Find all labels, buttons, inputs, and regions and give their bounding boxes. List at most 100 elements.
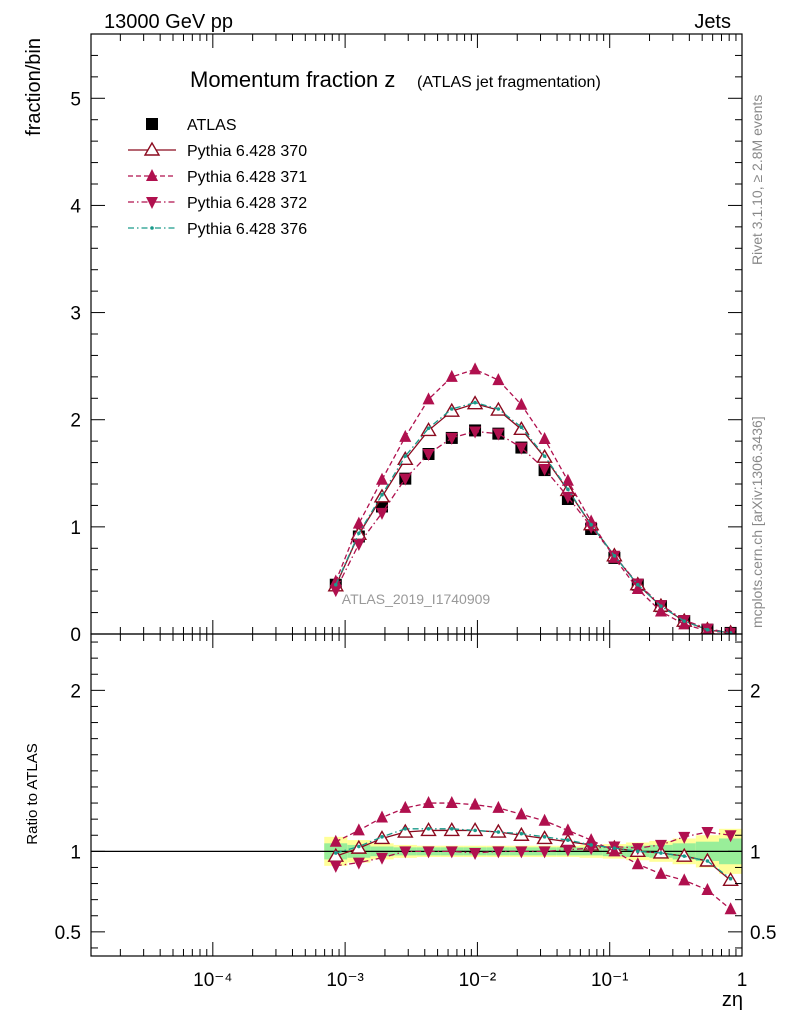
process-label: Jets (694, 11, 731, 33)
data-point (631, 857, 644, 870)
data-point (678, 831, 691, 844)
y-tick-label: 0.5 (55, 923, 81, 944)
data-point (445, 846, 458, 859)
legend-label: Pythia 6.428 370 (187, 143, 307, 160)
data-point (538, 813, 551, 826)
data-point (399, 800, 412, 813)
data-point (422, 846, 435, 859)
chart-title: Momentum fraction z (190, 67, 395, 92)
legend: ATLAS Pythia 6.428 370 Pythia 6.428 371 Pyt… (128, 117, 307, 238)
data-point (375, 472, 388, 485)
data-point (473, 828, 477, 833)
data-point (654, 839, 667, 852)
ratio-plot-area (91, 796, 742, 915)
data-point (612, 553, 617, 558)
chart-subtitle: (ATLAS jet fragmentation) (417, 74, 601, 91)
y-tick-label: 1 (70, 518, 81, 539)
data-point (701, 827, 714, 840)
y-axis-label-main: fraction/bin (23, 38, 45, 136)
data-point (329, 574, 342, 587)
data-point (728, 876, 733, 881)
data-point (426, 426, 431, 431)
y-tick-label-right: 2 (750, 681, 761, 702)
data-point (682, 854, 687, 858)
data-point (705, 627, 710, 632)
data-point (538, 464, 551, 476)
series-line (335, 368, 731, 634)
data-point (422, 392, 435, 405)
data-point (375, 507, 388, 520)
legend-label: Pythia 6.428 371 (187, 169, 307, 186)
data-point (654, 866, 667, 879)
main-panel: 0 1 2 3 4 5 (70, 33, 743, 646)
legend-marker (146, 169, 158, 181)
legend-label: Pythia 6.428 376 (187, 221, 307, 238)
y-tick-label: 1 (70, 842, 81, 863)
x-tick-label: 10⁻³ (326, 970, 364, 991)
data-point (492, 428, 505, 441)
legend-marker (150, 226, 154, 230)
data-point (492, 373, 505, 386)
energy-label: 13000 GeV pp (104, 11, 233, 33)
legend-marker (146, 197, 158, 209)
data-point (422, 449, 435, 461)
data-point (561, 844, 574, 857)
data-point (589, 843, 593, 847)
y-tick-label: 4 (70, 196, 81, 217)
data-point (561, 473, 574, 486)
x-tick-label: 1 (737, 970, 748, 991)
data-point (422, 796, 435, 809)
data-point (445, 796, 458, 809)
data-point (635, 582, 640, 587)
data-point (449, 827, 454, 831)
data-point (357, 844, 361, 849)
data-point (496, 830, 501, 834)
data-point (678, 873, 691, 886)
x-tick-label: 10⁻⁴ (193, 970, 232, 991)
data-point (635, 849, 640, 854)
data-point (515, 397, 528, 410)
series-line (335, 831, 731, 867)
data-point (469, 847, 482, 860)
data-point (496, 407, 501, 411)
data-point (724, 902, 737, 915)
data-point (519, 425, 524, 430)
data-point (403, 454, 408, 458)
data-point (566, 487, 570, 492)
data-point (538, 432, 551, 444)
data-point (403, 827, 408, 831)
data-point (631, 843, 644, 856)
data-point (589, 522, 593, 527)
side-label-rivet: Rivet 3.1.10, ≥ 2.8M events (749, 95, 765, 265)
data-point (492, 846, 505, 859)
data-point (728, 631, 733, 634)
data-point (705, 859, 710, 863)
y-axis-label-ratio: Ratio to ATLAS (24, 743, 41, 844)
y-tick-label: 3 (70, 304, 81, 325)
main-plot-area (327, 362, 737, 634)
x-tick-label: 10⁻¹ (591, 970, 629, 991)
y-tick-label: 2 (70, 681, 81, 702)
data-point (333, 851, 338, 855)
data-point (515, 807, 528, 820)
data-point (352, 823, 365, 836)
legend-marker (146, 118, 158, 130)
data-point (426, 827, 431, 831)
y-tick-label: 2 (70, 411, 81, 432)
series-line (335, 401, 731, 634)
legend-label: Pythia 6.428 372 (187, 195, 307, 212)
data-point (561, 823, 574, 836)
data-point (399, 473, 412, 486)
y-tick-label: 0 (70, 625, 81, 646)
y-tick-label-right: 0.5 (750, 923, 776, 944)
plot-frame (90, 633, 743, 957)
data-point (469, 362, 482, 375)
data-point (566, 838, 570, 842)
data-point (542, 454, 547, 458)
data-point (469, 426, 482, 439)
data-point (701, 882, 714, 895)
data-point (538, 846, 551, 859)
data-point (329, 585, 342, 598)
legend-label: ATLAS (187, 117, 237, 134)
